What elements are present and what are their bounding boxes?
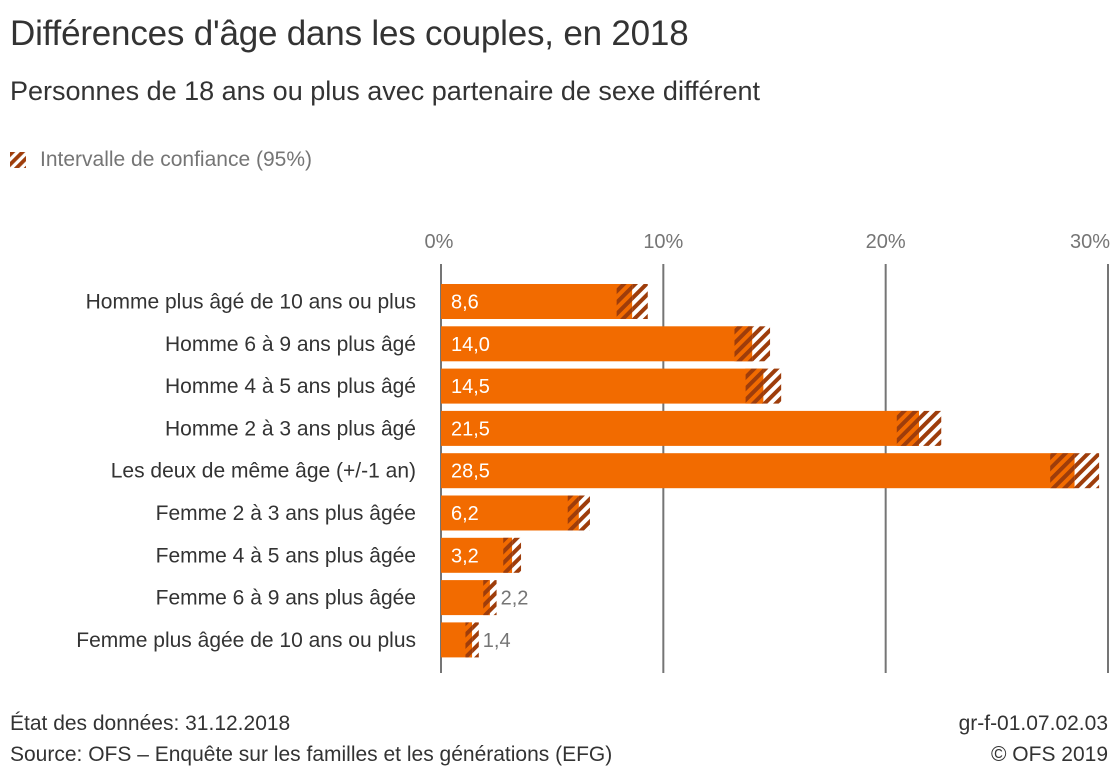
bar (441, 537, 513, 573)
bar (441, 410, 920, 446)
bar-value-label: 3,2 (451, 545, 479, 567)
chart-title: Différences d'âge dans les couples, en 2… (10, 14, 689, 53)
bar-row: 8,6 (441, 284, 648, 319)
footer-right: gr-f-01.07.02.03 © OFS 2019 (959, 708, 1108, 770)
ci-upper-band (919, 410, 942, 446)
bar-value-label: 14,5 (451, 376, 490, 398)
bar (441, 495, 579, 531)
ci-lower-band (896, 410, 920, 446)
source: Source: OFS – Enquête sur les familles e… (10, 743, 613, 766)
ci-lower-band (1050, 453, 1075, 489)
category-label: Homme plus âgé de 10 ans ou plus (86, 291, 416, 314)
bar-row: 28,5 (441, 453, 1100, 489)
bars: 8,6 14,0 14,5 21,5 28,5 6,2 3,2 2,2 1,4 (441, 284, 1100, 658)
ci-upper-band (489, 580, 497, 616)
bar-row: 14,5 (441, 368, 782, 404)
bar (441, 453, 1075, 489)
ci-lower-band (616, 284, 633, 319)
bar-value-label: 6,2 (451, 503, 479, 525)
bar-value-label: 2,2 (501, 588, 529, 610)
bar (441, 284, 633, 319)
bar-value-label: 8,6 (451, 292, 479, 314)
bar-value-label: 14,0 (451, 334, 490, 356)
bar-row: 14,0 (441, 326, 771, 362)
legend: Intervalle de confiance (95%) (10, 148, 312, 172)
bar-value-label: 1,4 (483, 630, 511, 652)
ci-upper-band (578, 495, 590, 531)
x-axis-ticks: 0% 10% 20% 30% (425, 231, 1111, 253)
x-tick-label: 10% (643, 231, 683, 253)
data-state: État des données: 31.12.2018 (10, 712, 291, 735)
category-label: Femme 6 à 9 ans plus âgée (156, 587, 416, 610)
bar (441, 368, 764, 404)
copyright: © OFS 2019 (990, 743, 1108, 766)
category-label: Homme 6 à 9 ans plus âgé (165, 333, 416, 356)
bar-row: 6,2 (441, 495, 590, 531)
graphic-id: gr-f-01.07.02.03 (958, 712, 1108, 735)
hatched-swatch-icon (10, 152, 26, 168)
category-label: Femme 4 à 5 ans plus âgée (156, 544, 416, 567)
ci-upper-band (763, 368, 782, 404)
ci-lower-band (745, 368, 764, 404)
category-label: Homme 4 à 5 ans plus âgé (165, 375, 416, 398)
ci-upper-band (1074, 453, 1100, 489)
ci-upper-band (752, 326, 771, 362)
bar-value-label: 28,5 (451, 461, 490, 483)
bar-row: 1,4 (441, 622, 511, 658)
ci-lower-band (734, 326, 753, 362)
category-labels: Homme plus âgé de 10 ans ou plus Homme 6 … (76, 291, 416, 652)
ci-lower-band (567, 495, 579, 531)
category-label: Femme plus âgée de 10 ans ou plus (76, 629, 416, 652)
bar (441, 326, 753, 362)
category-label: Femme 2 à 3 ans plus âgée (156, 502, 416, 525)
bar-row: 2,2 (441, 580, 529, 616)
x-tick-label: 0% (425, 231, 454, 253)
chart-subtitle: Personnes de 18 ans ou plus avec partena… (10, 76, 761, 106)
category-label: Les deux de même âge (+/-1 an) (111, 460, 416, 483)
x-tick-label: 20% (866, 231, 906, 253)
bar-row: 21,5 (441, 410, 942, 446)
bar (441, 580, 490, 616)
legend-label: Intervalle de confiance (95%) (40, 148, 312, 171)
category-label: Homme 2 à 3 ans plus âgé (165, 417, 416, 440)
bar-row: 3,2 (441, 537, 522, 573)
ci-lower-band (483, 580, 490, 616)
bar-value-label: 21,5 (451, 418, 490, 440)
ci-upper-band (632, 284, 648, 319)
ci-lower-band (503, 537, 513, 573)
footer-left: État des données: 31.12.2018 Source: OFS… (10, 708, 612, 770)
x-tick-label: 30% (1070, 231, 1110, 253)
ci-upper-band (472, 622, 479, 658)
ci-upper-band (512, 537, 522, 573)
ci-lower-band (465, 622, 473, 658)
